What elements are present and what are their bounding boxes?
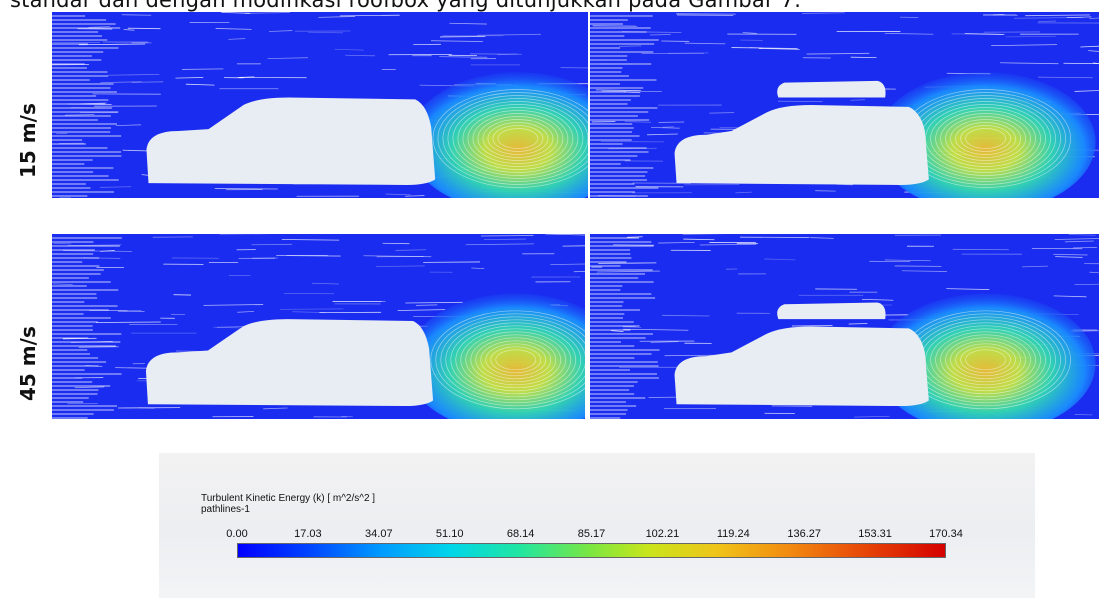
- legend-subtitle: pathlines-1: [201, 504, 250, 515]
- legend-tick-label: 51.10: [435, 528, 464, 540]
- flow-panel-45-standard: [52, 234, 585, 419]
- wake-vortices: [432, 89, 588, 188]
- roofbox: [777, 80, 886, 98]
- legend-tick-label: 153.31: [858, 528, 892, 540]
- car-body: [674, 326, 929, 407]
- legend-tick-label: 85.17: [577, 528, 606, 540]
- wake-vortices: [430, 310, 585, 410]
- row-label-45: 45 m/s: [16, 326, 40, 401]
- legend-tick-label: 170.34: [929, 528, 963, 540]
- flow-panel-45-roofbox: [590, 234, 1099, 419]
- car-body: [145, 319, 434, 407]
- legend-tick-label: 0.00: [226, 528, 248, 540]
- document-text-line: standar dan dengan modifikasi roofbox ya…: [0, 0, 1099, 12]
- pathline-plot: [52, 234, 585, 419]
- pathline-plot: [52, 12, 588, 198]
- pathline-plot: [590, 234, 1099, 419]
- legend-tick-label: 136.27: [787, 528, 822, 540]
- legend-tick-label: 68.14: [506, 528, 535, 540]
- roofbox: [777, 302, 886, 320]
- document-top-text: standar dan dengan modifikasi roofbox ya…: [10, 0, 802, 12]
- row-label-15: 15 m/s: [16, 103, 40, 178]
- pathline-plot: [590, 12, 1099, 198]
- car-body: [146, 97, 436, 185]
- wake-region: [875, 293, 1096, 419]
- flow-panel-15-roofbox: [590, 12, 1099, 198]
- wake-region: [407, 72, 588, 198]
- colorbar-legend: Turbulent Kinetic Energy (k) [ m^2/s^2 ]…: [159, 453, 1035, 598]
- wake-vortices: [900, 310, 1071, 410]
- legend-tick-label: 34.07: [365, 528, 393, 540]
- legend-tick-label: 119.24: [716, 528, 750, 540]
- legend-title: Turbulent Kinetic Energy (k) [ m^2/s^2 ]: [201, 493, 376, 504]
- flow-panel-15-standard: [52, 12, 588, 198]
- colorbar: [237, 543, 946, 558]
- car-body: [674, 105, 929, 185]
- legend-tick-label: 17.03: [294, 528, 322, 540]
- legend-tick-label: 102.21: [645, 528, 680, 540]
- wake-region: [875, 72, 1096, 198]
